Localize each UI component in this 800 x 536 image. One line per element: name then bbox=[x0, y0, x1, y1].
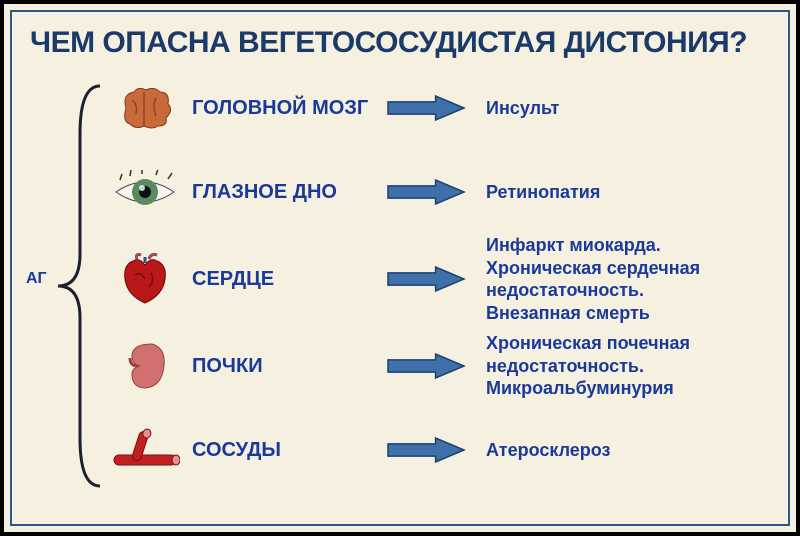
arrow-icon bbox=[386, 265, 474, 293]
page-title: ЧЕМ ОПАСНА ВЕГЕТОСОСУДИСТАЯ ДИСТОНИЯ? bbox=[30, 26, 770, 60]
inner-border: ЧЕМ ОПАСНА ВЕГЕТОСОСУДИСТАЯ ДИСТОНИЯ? АГ… bbox=[10, 10, 790, 526]
brace-icon bbox=[52, 74, 102, 498]
arrow-icon bbox=[386, 94, 474, 122]
vessels-icon bbox=[110, 427, 180, 473]
brain-icon bbox=[110, 84, 180, 132]
organ-label: ГЛАЗНОЕ ДНО bbox=[192, 181, 374, 204]
organ-row: СЕРДЦЕ Инфаркт миокарда. Хроническая сер… bbox=[110, 234, 780, 324]
main-frame: ЧЕМ ОПАСНА ВЕГЕТОСОСУДИСТАЯ ДИСТОНИЯ? АГ… bbox=[0, 0, 800, 536]
organ-row: ГОЛОВНОЙ МОЗГ Инсульт bbox=[110, 66, 780, 150]
arrow-icon bbox=[386, 436, 474, 464]
organ-row: ПОЧКИ Хроническая почечная недостаточнос… bbox=[110, 324, 780, 408]
consequence-text: Ретинопатия bbox=[486, 181, 780, 204]
ag-source-label: АГ bbox=[26, 270, 47, 288]
organ-row: СОСУДЫ Атеросклероз bbox=[110, 408, 780, 492]
consequence-text: Инфаркт миокарда. Хроническая сердечная … bbox=[486, 234, 780, 324]
rows-container: ГОЛОВНОЙ МОЗГ Инсульт ГЛАЗНОЕ ДНО Ретино… bbox=[110, 66, 780, 492]
consequence-text: Атеросклероз bbox=[486, 439, 780, 462]
organ-row: ГЛАЗНОЕ ДНО Ретинопатия bbox=[110, 150, 780, 234]
arrow-icon bbox=[386, 352, 474, 380]
organ-label: СОСУДЫ bbox=[192, 439, 374, 462]
organ-label: ПОЧКИ bbox=[192, 355, 374, 378]
organ-label: СЕРДЦЕ bbox=[192, 268, 374, 291]
content-area: АГ ГОЛОВНОЙ МОЗГ Инсульт ГЛАЗНОЕ ДНО Рет… bbox=[30, 66, 770, 506]
consequence-text: Хроническая почечная недостаточность. Ми… bbox=[486, 332, 780, 400]
heart-icon bbox=[110, 251, 180, 307]
consequence-text: Инсульт bbox=[486, 97, 780, 120]
eye-icon bbox=[110, 170, 180, 214]
kidney-icon bbox=[110, 338, 180, 394]
organ-label: ГОЛОВНОЙ МОЗГ bbox=[192, 97, 374, 120]
arrow-icon bbox=[386, 178, 474, 206]
